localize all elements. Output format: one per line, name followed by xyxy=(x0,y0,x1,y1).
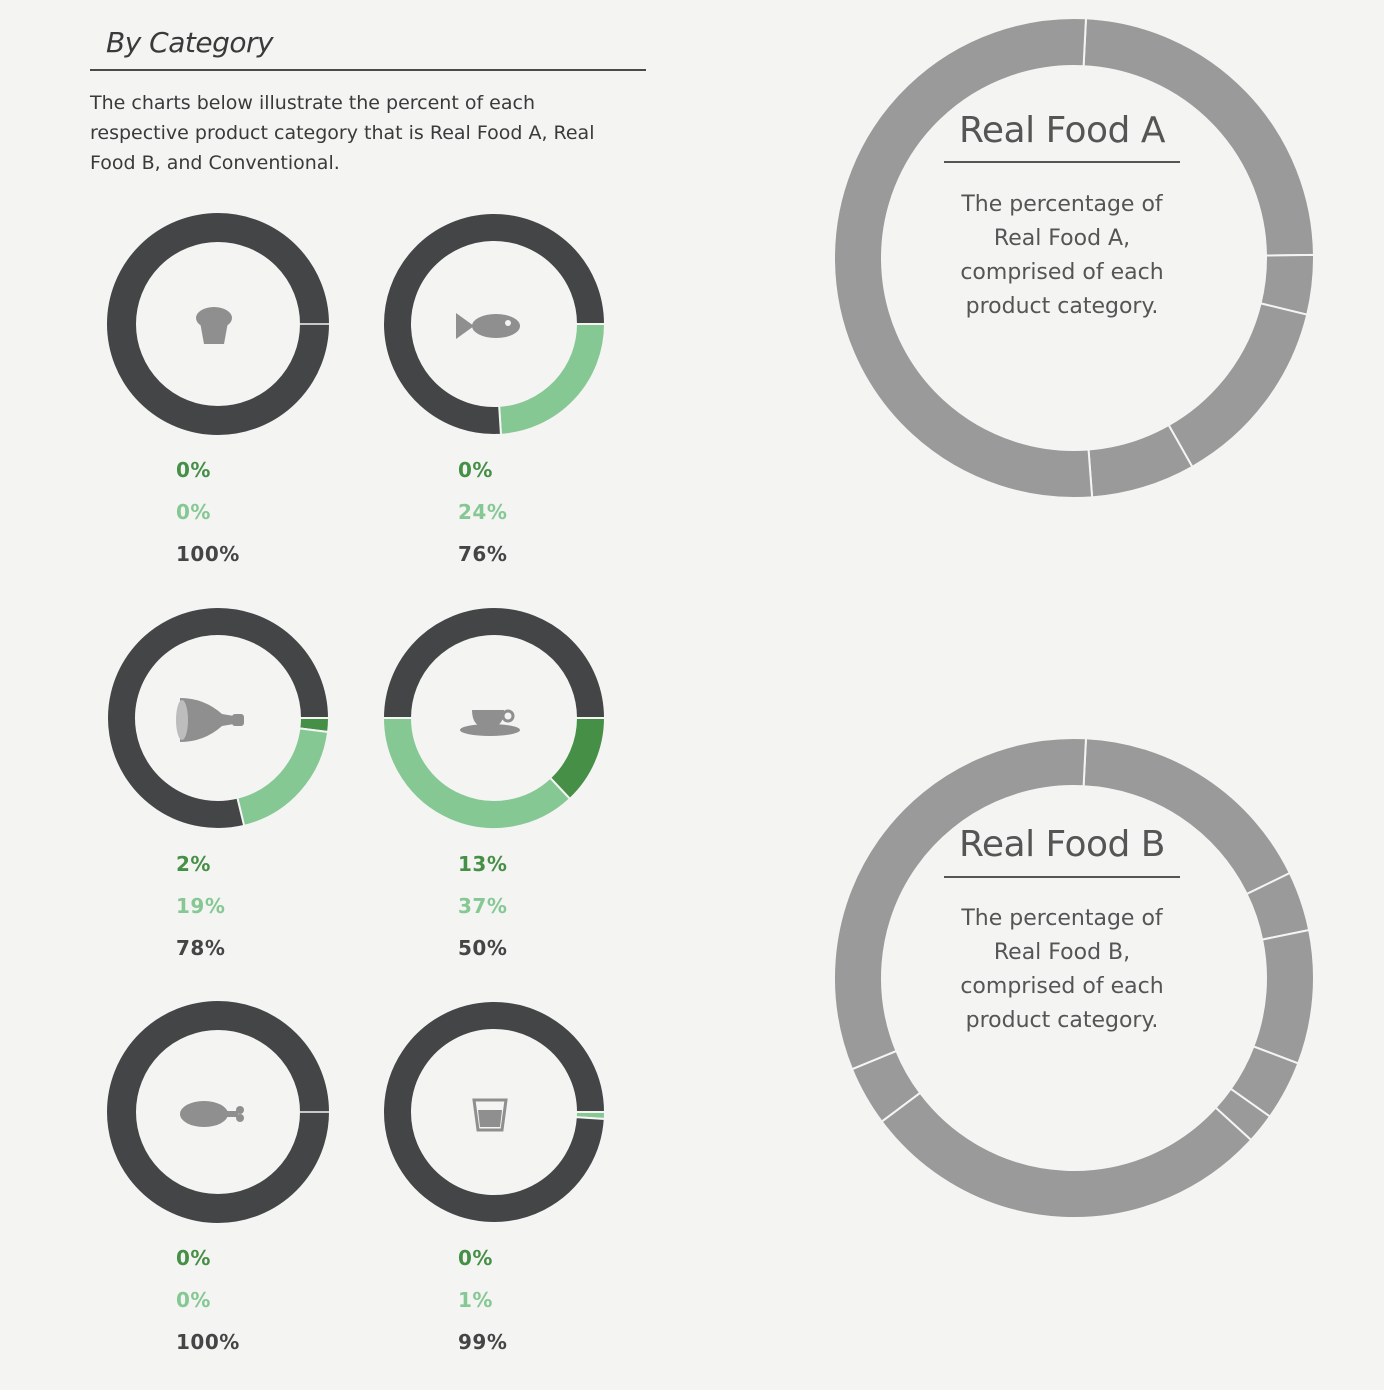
percent-label-real-food-b: 1% xyxy=(458,1288,493,1312)
percent-label-real-food-b: 24% xyxy=(458,500,508,524)
donut-divider xyxy=(1082,738,1087,787)
real-food-a-divider xyxy=(944,161,1180,163)
percent-label-conventional: 76% xyxy=(458,542,508,566)
category-slice-3 xyxy=(1252,928,1315,1065)
percent-label-real-food-b: 37% xyxy=(458,894,508,918)
muffin-icon xyxy=(196,307,232,344)
category-slice-3 xyxy=(1167,302,1309,469)
coffee-cup-icon xyxy=(460,709,520,736)
ham-icon xyxy=(176,698,244,742)
percent-label-conventional: 100% xyxy=(176,542,240,566)
category-slice-6 xyxy=(880,1091,1253,1219)
conventional-slice xyxy=(382,1000,607,1224)
percent-label-real-food-b: 0% xyxy=(176,1288,211,1312)
conventional-slice xyxy=(381,606,607,719)
percent-label-conventional: 78% xyxy=(176,936,226,960)
fish-icon xyxy=(456,313,520,339)
cup-icon xyxy=(472,1098,508,1132)
real-food-b-slice xyxy=(236,727,330,828)
category-slice-1 xyxy=(1082,737,1292,896)
real-food-b-title: Real Food B xyxy=(958,824,1166,865)
section-title: By Category xyxy=(106,26,274,59)
percent-label-real-food-a: 13% xyxy=(458,852,508,876)
conventional-slice xyxy=(382,212,607,436)
real-food-b-description: The percentage of Real Food B, comprised… xyxy=(960,906,1164,1033)
intro-text: The charts below illustrate the percent … xyxy=(90,92,595,174)
drumstick-icon xyxy=(180,1101,244,1127)
percent-label-real-food-a: 0% xyxy=(176,458,211,482)
percent-label-conventional: 50% xyxy=(458,936,508,960)
real-food-b-slice xyxy=(498,323,607,436)
percent-label-real-food-a: 0% xyxy=(176,1246,211,1270)
percent-label-conventional: 100% xyxy=(176,1330,240,1354)
real-food-a-description: The percentage of Real Food A, comprised… xyxy=(960,192,1164,319)
percent-label-conventional: 99% xyxy=(458,1330,508,1354)
percent-label-real-food-a: 0% xyxy=(458,1246,493,1270)
real-food-a-title: Real Food A xyxy=(959,110,1165,151)
real-food-b-divider xyxy=(944,876,1180,878)
percent-label-real-food-b: 0% xyxy=(176,500,211,524)
conventional-slice xyxy=(106,606,331,830)
donut-divider xyxy=(1082,18,1087,67)
title-divider xyxy=(90,69,646,71)
percent-label-real-food-a: 2% xyxy=(176,852,211,876)
percent-label-real-food-a: 0% xyxy=(458,458,493,482)
category-slice-5 xyxy=(833,17,1094,499)
percent-label-real-food-b: 19% xyxy=(176,894,226,918)
